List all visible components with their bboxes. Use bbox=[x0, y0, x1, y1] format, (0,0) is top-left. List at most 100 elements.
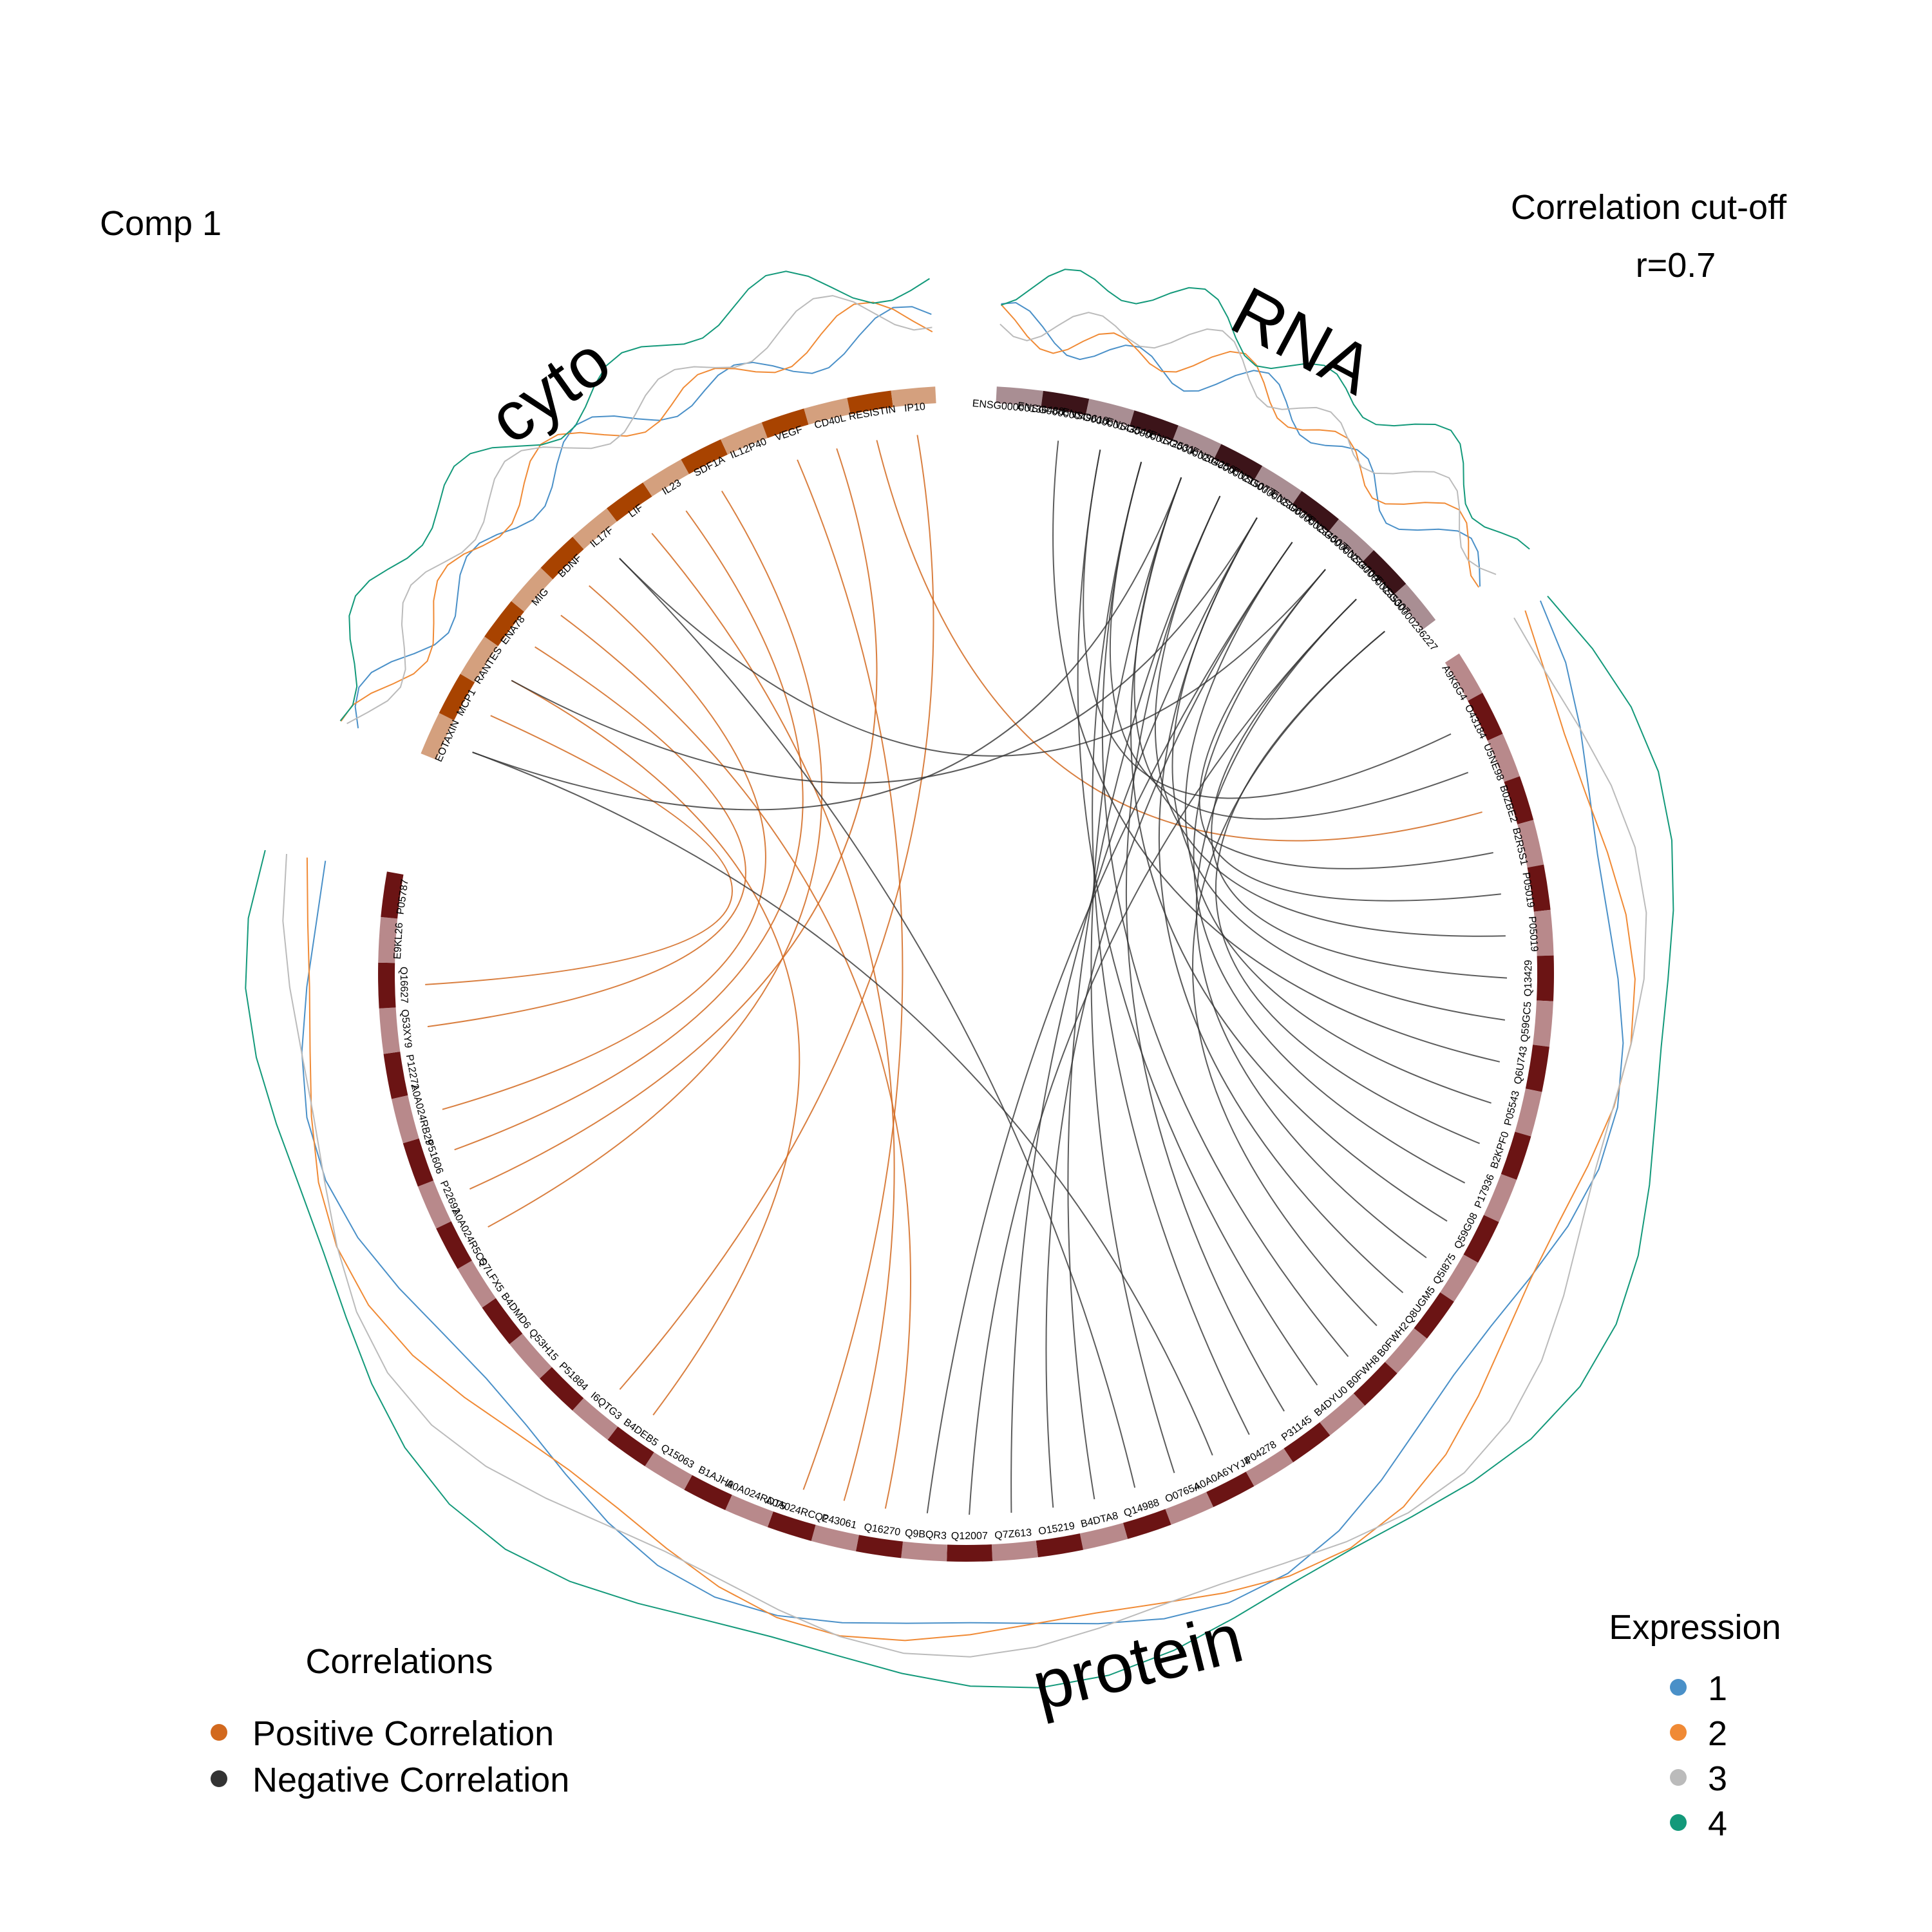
expression-lines bbox=[245, 269, 1674, 1689]
negative-correlation-link bbox=[1092, 462, 1250, 1435]
protein-segment bbox=[1122, 1509, 1171, 1539]
rna-segment bbox=[1041, 390, 1090, 415]
protein-segment bbox=[1079, 1522, 1128, 1550]
expression-line-1 bbox=[301, 600, 1624, 1625]
negative-correlation-link bbox=[1158, 517, 1404, 1294]
cyto-segment bbox=[681, 439, 728, 475]
rna-segment bbox=[996, 386, 1043, 408]
correlation-links bbox=[425, 435, 1508, 1515]
legend-expr-2-label: 2 bbox=[1708, 1714, 1727, 1753]
rna-block-name: RNA bbox=[1220, 271, 1386, 409]
negative-correlation-link bbox=[1154, 495, 1506, 937]
negative-correlation-link bbox=[619, 558, 1136, 1488]
negative-correlation-link bbox=[1211, 598, 1508, 979]
protein-segment bbox=[1533, 1000, 1553, 1047]
protein-segment bbox=[1517, 820, 1544, 868]
protein-segment bbox=[1414, 1292, 1454, 1339]
cyto-segment bbox=[761, 408, 809, 439]
protein-feature-label: Q6U743 bbox=[1513, 1045, 1530, 1085]
protein-segment bbox=[1515, 1088, 1542, 1137]
protein-segment bbox=[901, 1541, 947, 1562]
protein-segment bbox=[1320, 1393, 1365, 1435]
cyto-segment bbox=[804, 397, 851, 425]
protein-segment bbox=[855, 1535, 904, 1558]
cyto-feature-label: IP10 bbox=[904, 401, 925, 414]
expression-line-1 bbox=[1001, 301, 1481, 587]
protein-segment bbox=[378, 962, 396, 1009]
negative-correlation-link bbox=[1193, 569, 1466, 1184]
protein-segment bbox=[391, 1095, 419, 1144]
positive-correlation-link bbox=[876, 440, 1482, 842]
correlations-legend-title: Correlations bbox=[305, 1642, 493, 1681]
feature-labels: EOTAXINMCP1RANTESENA78MIGBDNFIL17FLIFIL2… bbox=[392, 398, 1540, 1542]
positive-correlation-link bbox=[560, 614, 911, 1509]
cyto-segment bbox=[607, 482, 652, 522]
negative-correlation-link bbox=[1045, 542, 1293, 1508]
protein-segment bbox=[1533, 909, 1554, 956]
protein-feature-label: P12272 bbox=[404, 1054, 421, 1090]
protein-segment bbox=[1487, 734, 1520, 782]
protein-feature-label: Q16627 bbox=[398, 967, 410, 1003]
expression-line-2 bbox=[1000, 304, 1480, 588]
legend-expr-4-marker bbox=[1670, 1814, 1687, 1831]
protein-feature-label: Q13429 bbox=[1523, 960, 1534, 996]
positive-correlation-link bbox=[442, 585, 766, 1110]
protein-feature-label: E9KL26 bbox=[392, 922, 405, 960]
protein-segment bbox=[1525, 1045, 1549, 1092]
protein-feature-label: Q7Z613 bbox=[994, 1528, 1032, 1542]
negative-correlation-link bbox=[926, 542, 1293, 1513]
rna-segment bbox=[1172, 425, 1222, 459]
protein-segment bbox=[991, 1540, 1038, 1562]
expression-line-2 bbox=[340, 301, 933, 722]
protein-segment bbox=[539, 1367, 584, 1411]
negative-correlation-link bbox=[619, 558, 1326, 757]
protein-block-name: protein bbox=[1025, 1598, 1250, 1725]
negative-correlation-link bbox=[1171, 517, 1506, 1021]
cyto-segment bbox=[573, 508, 617, 549]
cyto-segment bbox=[421, 713, 455, 760]
expression-line-3 bbox=[999, 312, 1497, 575]
protein-segment bbox=[572, 1397, 618, 1440]
negative-correlation-link bbox=[1215, 630, 1480, 1144]
protein-segment bbox=[383, 1051, 408, 1099]
protein-segment bbox=[1501, 1132, 1531, 1180]
cyto-segment bbox=[439, 674, 475, 721]
negative-correlation-link bbox=[969, 598, 1357, 1515]
protein-feature-label: P05019 bbox=[1526, 916, 1540, 952]
rna-segment bbox=[1254, 466, 1302, 505]
positive-correlation-link bbox=[469, 448, 878, 1190]
negative-correlation-link bbox=[1052, 440, 1501, 1063]
legend-expr-1-marker bbox=[1670, 1679, 1687, 1696]
protein-segment bbox=[645, 1452, 692, 1490]
rna-segment bbox=[1393, 583, 1436, 630]
negative-correlation-link bbox=[511, 517, 1258, 784]
legend-negative-label: Negative Correlation bbox=[252, 1761, 569, 1799]
legend-negative-marker bbox=[211, 1770, 227, 1787]
protein-segment bbox=[379, 1007, 401, 1054]
block-names: cyto RNA protein bbox=[475, 271, 1386, 1725]
expression-line-4 bbox=[245, 595, 1674, 1689]
negative-correlation-link bbox=[1077, 450, 1318, 1386]
positive-correlation-link bbox=[488, 490, 823, 1228]
expression-legend-title: Expression bbox=[1609, 1608, 1781, 1647]
cyto-segment bbox=[484, 601, 524, 647]
negative-correlation-link bbox=[1195, 598, 1427, 1258]
protein-feature-label: Q53XY9 bbox=[399, 1009, 413, 1048]
protein-segment bbox=[811, 1524, 859, 1551]
rna-segment bbox=[1328, 519, 1374, 563]
protein-feature-label: Q16270 bbox=[863, 1522, 901, 1538]
legend-expr-3-marker bbox=[1670, 1769, 1687, 1786]
negative-correlation-link bbox=[1198, 569, 1501, 902]
legend-expr-4-label: 4 bbox=[1708, 1804, 1727, 1843]
protein-segment bbox=[1444, 653, 1483, 701]
cyto-segment bbox=[460, 636, 498, 683]
expression-legend: Expression 1 2 3 4 bbox=[1609, 1608, 1781, 1843]
protein-segment bbox=[725, 1495, 773, 1528]
protein-segment bbox=[684, 1475, 732, 1510]
expression-line-4 bbox=[339, 270, 930, 722]
negative-correlation-link bbox=[1125, 495, 1285, 1412]
cyto-segment bbox=[847, 390, 893, 415]
chart-title: Comp 1 bbox=[100, 204, 222, 243]
cyto-segment bbox=[643, 459, 690, 497]
